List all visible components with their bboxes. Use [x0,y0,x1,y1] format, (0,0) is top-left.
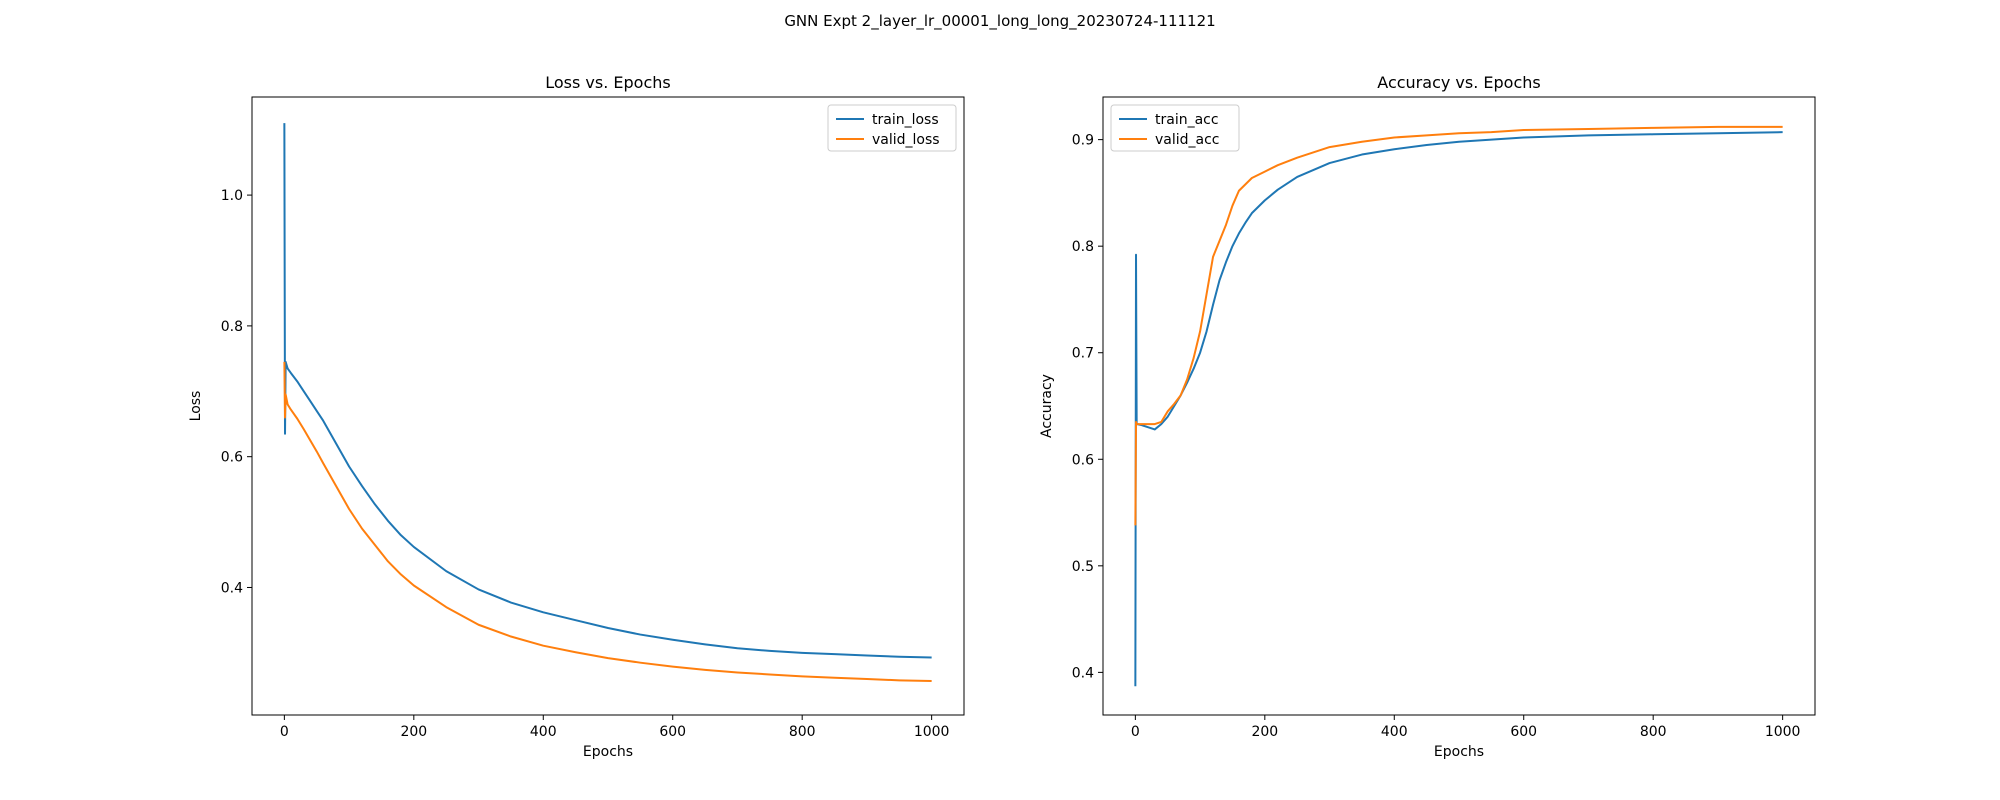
x-tick-label: 1000 [1765,724,1801,740]
accuracy-chart-panel: 0 200 400 600 800 1000 0.4 0.5 0.6 0.7 0.8 0.9 Accur… [1039,73,1816,760]
x-tick-label: 200 [1251,724,1278,740]
y-tick-label: 0.5 [1072,559,1094,575]
x-tick-label: 800 [1640,724,1667,740]
series-line-valid_loss [283,361,932,682]
chart-legend: train_acc valid_acc [1110,104,1240,152]
x-tick-label: 0 [280,724,289,740]
x-tick-label: 800 [789,724,816,740]
y-tick-label: 0.8 [1072,239,1094,255]
series-line-train_loss [283,123,932,659]
y-tick-label: 0.9 [1072,133,1094,149]
legend-label-train_acc: train_acc [1155,112,1219,128]
chart-legend: train_loss valid_loss [827,104,957,152]
legend-label-valid_acc: valid_acc [1155,132,1220,148]
y-tick-label: 0.4 [221,580,243,596]
y-tick-label: 0.8 [221,319,243,335]
chart-title: Loss vs. Epochs [545,73,670,92]
series-line-train_acc [1134,131,1783,687]
legend-label-train_loss: train_loss [872,112,939,128]
plot-frame [251,96,965,716]
plot-frame [1102,96,1816,716]
legend-label-valid_loss: valid_loss [872,132,940,148]
x-tick-label: 400 [530,724,557,740]
figure-suptitle: GNN Expt 2_layer_lr_00001_long_long_2023… [784,12,1216,30]
y-tick-label: 0.4 [1072,665,1094,681]
x-tick-label: 0 [1131,724,1140,740]
y-axis-label: Accuracy [1039,374,1055,438]
x-tick-label: 1000 [914,724,950,740]
x-axis-label: Epochs [583,744,633,760]
y-tick-label: 0.6 [1072,452,1094,468]
y-tick-label: 0.7 [1072,346,1094,362]
y-tick-label: 1.0 [221,188,243,204]
x-tick-label: 600 [659,724,686,740]
loss-chart-panel: 0 200 400 600 800 1000 0.4 0.6 0.8 1.0 Loss vs. Ep… [188,73,965,760]
chart-title: Accuracy vs. Epochs [1377,73,1540,92]
x-tick-label: 400 [1381,724,1408,740]
y-axis-label: Loss [188,391,204,422]
x-axis-label: Epochs [1434,744,1484,760]
x-tick-label: 600 [1510,724,1537,740]
y-tick-label: 0.6 [221,450,243,466]
x-tick-label: 200 [400,724,427,740]
series-line-valid_acc [1134,125,1783,526]
